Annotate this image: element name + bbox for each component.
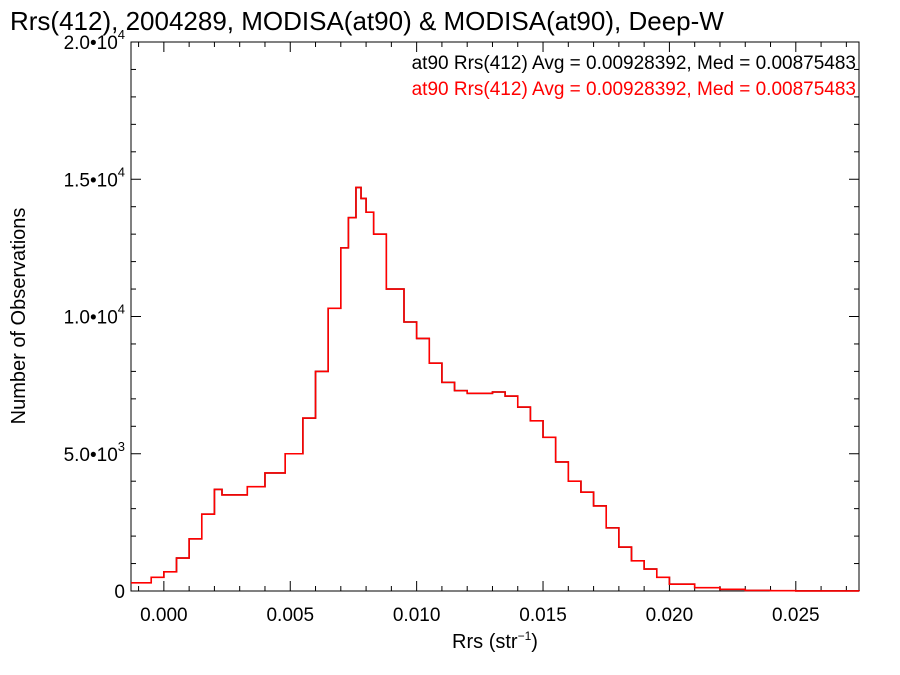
y-axis-label: Number of Observations [8, 208, 30, 425]
series-layer [131, 186, 860, 592]
x-axis: 0.000 0.005 0.010 0.015 0.020 0.025 [138, 42, 847, 626]
legend: at90 Rrs(412) Avg = 0.00928392, Med = 0.… [412, 53, 856, 100]
legend-entry: at90 Rrs(412) Avg = 0.00928392, Med = 0.… [412, 79, 856, 100]
series-line-red [131, 186, 860, 592]
x-axis-label: Rrs (str−1) [452, 629, 538, 653]
legend-entry: at90 Rrs(412) Avg = 0.00928392, Med = 0.… [412, 53, 856, 74]
y-tick-label: 2.0•104 [64, 27, 125, 54]
series-line-black [131, 186, 860, 592]
y-tick-label: 1.0•104 [64, 302, 125, 329]
plot-frame [130, 41, 860, 592]
x-tick-label: 0.000 [140, 605, 188, 626]
y-tick-label: 0 [114, 582, 125, 603]
chart-title: Rrs(412), 2004289, MODISA(at90) & MODISA… [10, 6, 724, 36]
x-tick-label: 0.025 [772, 605, 820, 626]
y-tick-label: 5.0•103 [64, 439, 125, 466]
y-tick-label: 1.5•104 [64, 164, 125, 191]
x-tick-label: 0.005 [266, 605, 314, 626]
y-axis: 0 5.0•103 1.0•104 1.5•104 2.0•104 [64, 27, 859, 603]
x-tick-label: 0.010 [393, 605, 441, 626]
x-tick-label: 0.020 [646, 605, 694, 626]
x-tick-label: 0.015 [519, 605, 567, 626]
